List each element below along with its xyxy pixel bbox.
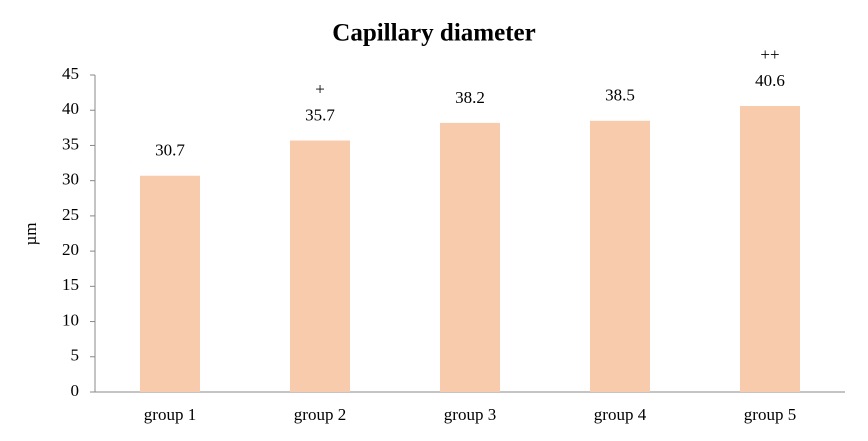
y-tick-label: 0	[71, 381, 80, 400]
x-tick-label: group 1	[144, 405, 196, 424]
chart-title: Capillary diameter	[332, 20, 535, 47]
value-label: 38.5	[605, 86, 635, 105]
significance-marker: +	[315, 79, 325, 98]
bar	[140, 175, 200, 392]
value-label: 35.7	[305, 105, 335, 124]
y-tick-label: 25	[62, 205, 79, 224]
y-tick-label: 10	[62, 310, 79, 329]
x-tick-label: group 3	[444, 405, 496, 424]
bar	[590, 120, 650, 393]
y-tick-label: 15	[62, 275, 79, 294]
y-tick-label: 30	[62, 170, 79, 189]
value-label: 30.7	[155, 141, 185, 160]
y-tick-label: 40	[62, 99, 79, 118]
x-tick-label: group 4	[594, 405, 647, 424]
bar	[290, 140, 350, 392]
bar	[740, 105, 800, 393]
y-tick-label: 35	[62, 134, 79, 153]
value-label: 40.6	[755, 71, 785, 90]
bar	[440, 122, 500, 392]
x-tick-label: group 2	[294, 405, 346, 424]
significance-marker: ++	[760, 45, 779, 64]
y-tick-label: 45	[62, 64, 79, 83]
y-tick-label: 5	[71, 346, 80, 365]
x-tick-label: group 5	[744, 405, 796, 424]
y-tick-label: 20	[62, 240, 79, 259]
y-axis-label: µm	[21, 222, 40, 245]
value-label: 38.2	[455, 88, 485, 107]
